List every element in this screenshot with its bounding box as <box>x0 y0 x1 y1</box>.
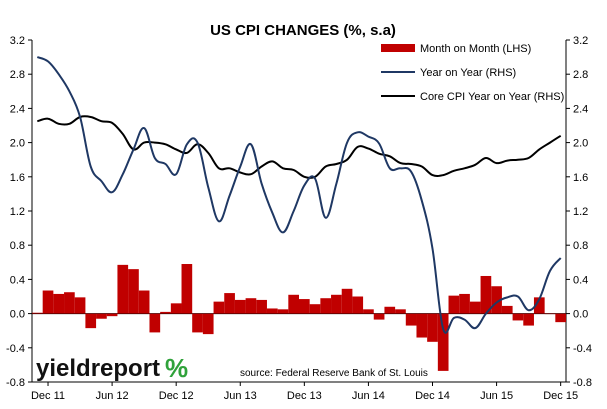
right-tick-label: -0.8 <box>573 377 592 389</box>
bar-month-on-month <box>405 313 417 326</box>
x-tick-label: Jun 13 <box>224 390 257 402</box>
legend-swatch-month-on-month <box>381 44 415 52</box>
bar-month-on-month <box>555 313 566 323</box>
x-tick-label: Dec 13 <box>287 390 322 402</box>
bar-month-on-month <box>352 296 364 314</box>
yieldreport-logo: yieldreport % <box>36 353 188 383</box>
left-tick-label: 1.6 <box>10 172 25 184</box>
bar-month-on-month <box>85 313 97 329</box>
bar-month-on-month <box>266 308 278 314</box>
line-core-cpi-year-on-year <box>37 115 562 179</box>
right-tick-label: 1.6 <box>573 172 588 184</box>
right-tick-label: 1.2 <box>573 206 588 218</box>
left-tick-label: 0.4 <box>10 274 25 286</box>
x-tick-label: Jun 15 <box>480 390 513 402</box>
bar-month-on-month <box>363 309 374 314</box>
bar-month-on-month <box>192 313 203 333</box>
bar-month-on-month <box>170 303 182 314</box>
bar-month-on-month <box>32 312 43 314</box>
bar-month-on-month <box>181 264 193 314</box>
legend-label-month-on-month: Month on Month (LHS) <box>420 43 531 55</box>
bar-month-on-month <box>106 313 118 317</box>
bar-month-on-month <box>544 313 556 315</box>
right-y-axis: -0.8 -0.4 0.0 0.4 0.8 1.2 1.6 2.0 2.4 2.8 3.2 <box>565 35 592 389</box>
left-tick-label: 0.8 <box>10 240 25 252</box>
bar-month-on-month <box>42 290 54 314</box>
bar-month-on-month <box>202 313 214 335</box>
bar-month-on-month <box>234 299 246 314</box>
bar-month-on-month <box>160 311 171 314</box>
bar-month-on-month <box>459 293 470 314</box>
chart-title: US CPI CHANGES (%, s.a) <box>210 22 396 39</box>
bar-month-on-month <box>64 292 75 314</box>
bar-month-on-month <box>469 301 481 314</box>
bar-month-on-month <box>299 299 310 314</box>
bar-month-on-month <box>256 299 267 314</box>
x-tick-label: Jun 12 <box>96 390 129 402</box>
month-on-month-bars <box>32 264 566 371</box>
bar-month-on-month <box>277 309 289 314</box>
logo-percent-icon: % <box>165 353 188 383</box>
left-tick-label: -0.4 <box>6 343 25 355</box>
right-tick-label: 2.0 <box>573 138 588 150</box>
logo-wordmark: yieldreport <box>36 355 160 382</box>
left-tick-label: 2.0 <box>10 138 25 150</box>
bar-month-on-month <box>341 288 353 314</box>
source-note: source: Federal Reserve Bank of St. Loui… <box>240 368 428 379</box>
right-tick-label: 0.8 <box>573 240 588 252</box>
legend-label-year-on-year: Year on Year (RHS) <box>420 67 516 79</box>
bar-month-on-month <box>138 290 150 314</box>
bar-month-on-month <box>331 294 342 314</box>
bar-month-on-month <box>245 298 257 314</box>
x-tick-label: Dec 15 <box>543 390 578 402</box>
legend-label-core-cpi: Core CPI Year on Year (RHS) <box>420 91 564 103</box>
left-tick-label: 2.8 <box>10 69 25 81</box>
year-on-year-lines <box>36 56 562 334</box>
bar-month-on-month <box>288 294 299 314</box>
left-tick-label: 3.2 <box>10 35 25 47</box>
bar-month-on-month <box>117 264 129 314</box>
bar-month-on-month <box>320 298 332 314</box>
bar-month-on-month <box>512 313 524 321</box>
bar-month-on-month <box>491 286 502 314</box>
bar-month-on-month <box>416 313 428 338</box>
bar-month-on-month <box>501 305 513 314</box>
bar-month-on-month <box>448 295 460 314</box>
bar-month-on-month <box>149 313 161 333</box>
left-tick-label: 2.4 <box>10 103 25 115</box>
x-tick-label: Dec 14 <box>415 390 450 402</box>
legend: Month on Month (LHS) Year on Year (RHS) … <box>381 43 564 103</box>
bar-month-on-month <box>53 293 65 314</box>
x-tick-label: Dec 12 <box>159 390 194 402</box>
left-tick-label: -0.8 <box>6 377 25 389</box>
bar-month-on-month <box>213 301 225 314</box>
left-tick-label: 0.0 <box>10 309 25 321</box>
line-year-on-year <box>36 56 562 334</box>
bar-month-on-month <box>309 304 321 314</box>
right-tick-label: 3.2 <box>573 35 588 47</box>
right-tick-label: -0.4 <box>573 343 592 355</box>
left-y-axis: -0.8 -0.4 0.0 0.4 0.8 1.2 1.6 2.0 2.4 2.8 3.2 <box>6 35 33 389</box>
bar-month-on-month <box>523 313 534 326</box>
bar-month-on-month <box>427 313 438 342</box>
bar-month-on-month <box>480 275 492 314</box>
left-tick-label: 1.2 <box>10 206 25 218</box>
right-tick-label: 2.8 <box>573 69 588 81</box>
x-tick-label: Jun 14 <box>352 390 385 402</box>
bar-month-on-month <box>96 313 107 319</box>
right-tick-label: 0.4 <box>573 274 588 286</box>
x-tick-label: Dec 11 <box>31 390 65 402</box>
right-tick-label: 2.4 <box>573 103 588 115</box>
right-tick-label: 0.0 <box>573 309 588 321</box>
bar-month-on-month <box>373 313 385 320</box>
bar-month-on-month <box>533 297 545 314</box>
bar-month-on-month <box>384 306 396 314</box>
bar-month-on-month <box>395 309 406 314</box>
bar-month-on-month <box>74 297 86 314</box>
bar-month-on-month <box>128 269 139 314</box>
bar-month-on-month <box>437 313 449 371</box>
bar-month-on-month <box>224 293 235 314</box>
